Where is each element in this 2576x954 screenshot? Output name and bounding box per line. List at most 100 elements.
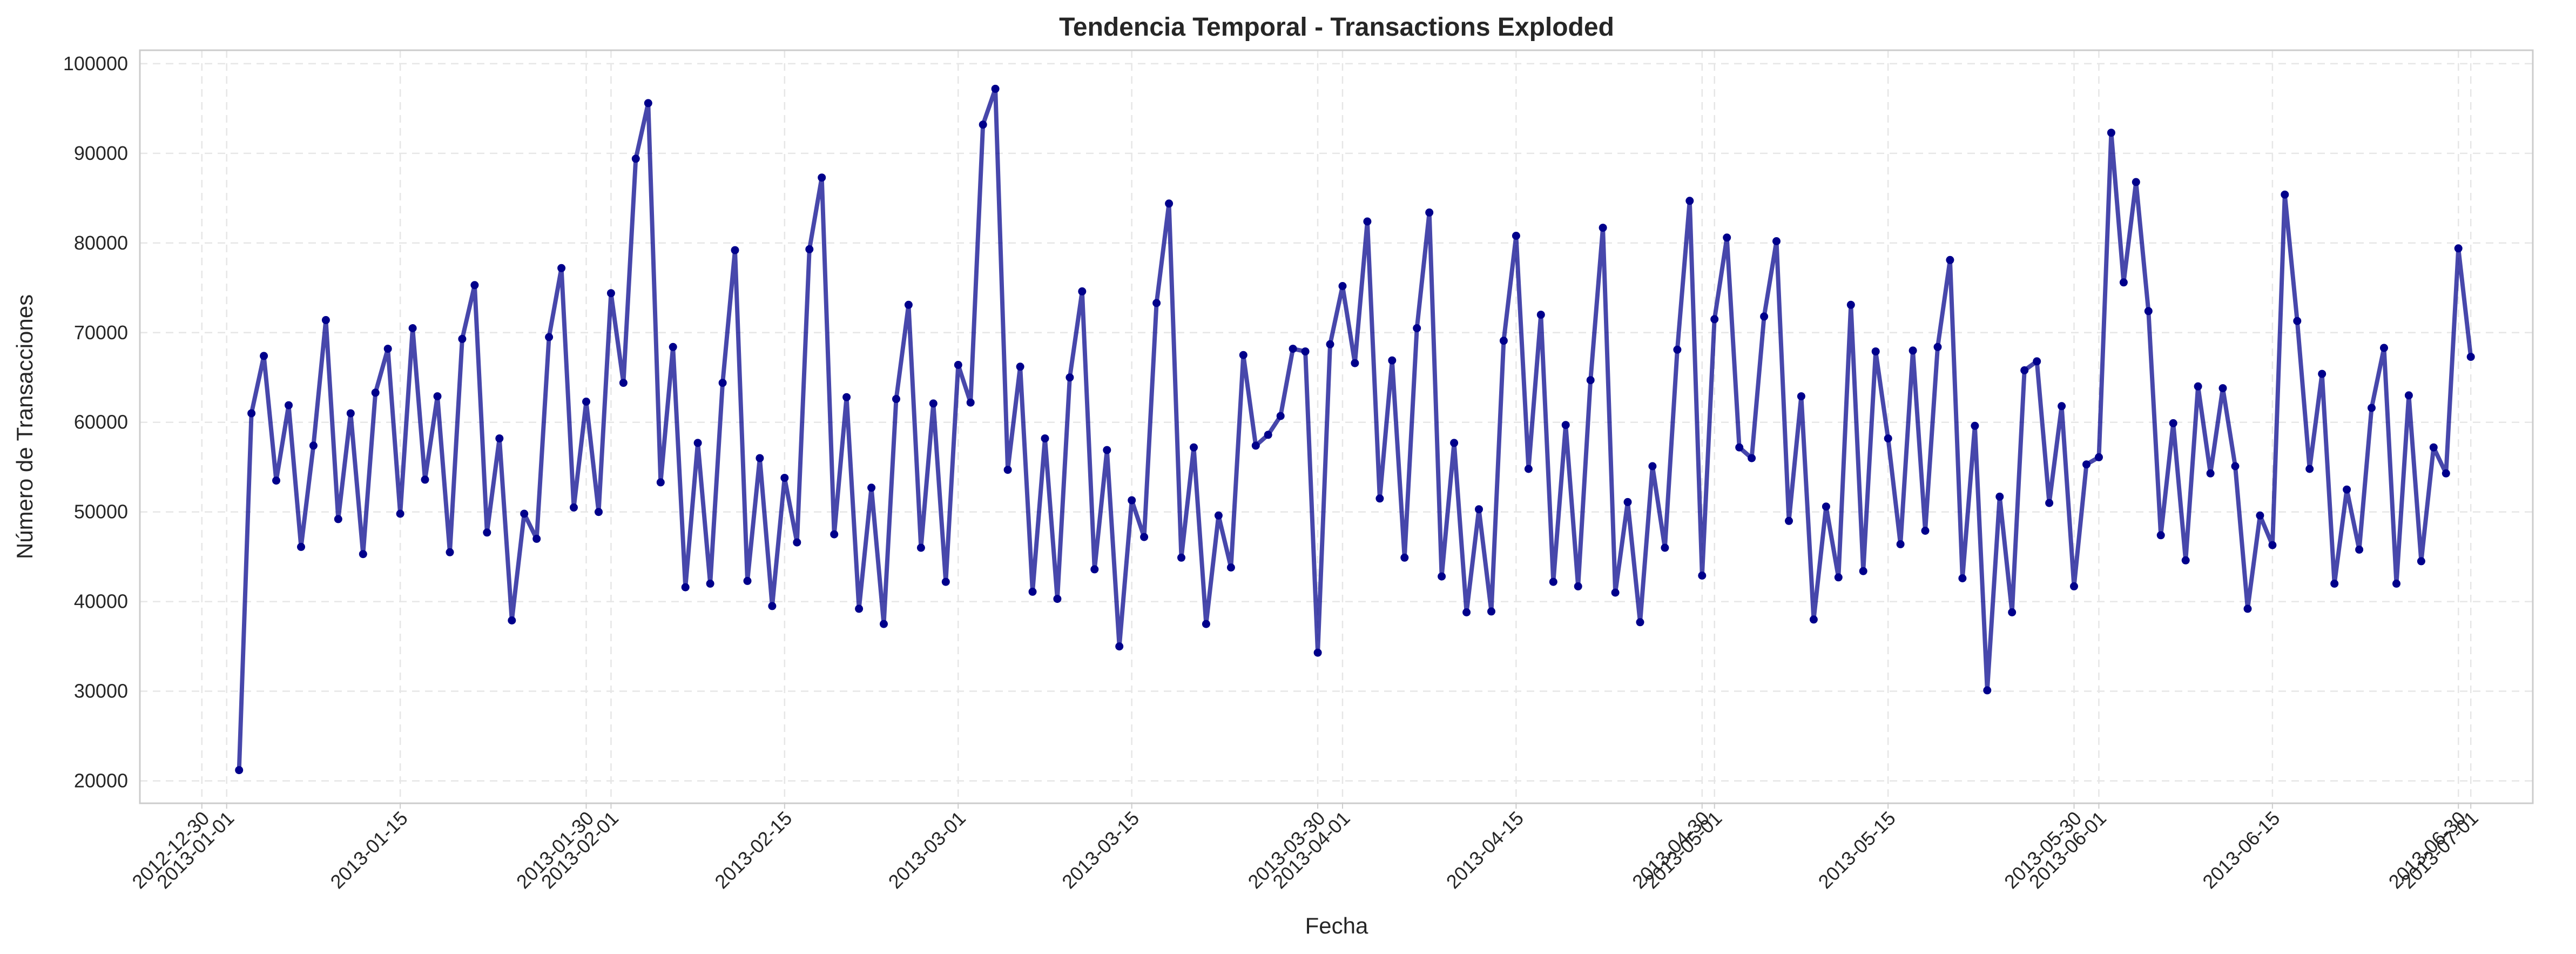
data-point bbox=[1871, 347, 1880, 356]
data-point bbox=[793, 538, 801, 547]
data-point bbox=[483, 528, 491, 537]
data-point bbox=[2082, 460, 2091, 469]
data-point bbox=[904, 300, 913, 309]
data-point bbox=[1723, 233, 1731, 242]
data-point bbox=[1152, 299, 1161, 307]
x-tick-label: 2013-06-15 bbox=[2198, 807, 2284, 893]
data-point bbox=[1413, 324, 1421, 332]
data-point bbox=[941, 577, 950, 586]
data-point bbox=[2070, 582, 2078, 590]
data-point bbox=[2218, 384, 2227, 393]
data-point bbox=[1561, 421, 1570, 429]
data-point bbox=[1090, 565, 1099, 574]
data-point bbox=[272, 476, 280, 485]
data-point bbox=[991, 84, 1000, 93]
data-point bbox=[421, 475, 429, 484]
data-point bbox=[2020, 366, 2029, 374]
data-point bbox=[1846, 300, 1855, 309]
data-point bbox=[1487, 607, 1495, 616]
data-point bbox=[780, 474, 789, 482]
data-point bbox=[644, 99, 652, 108]
data-point bbox=[2169, 419, 2177, 427]
data-point bbox=[880, 620, 888, 628]
data-point bbox=[2318, 369, 2327, 378]
data-point bbox=[1475, 505, 1483, 514]
data-point bbox=[1375, 494, 1384, 503]
y-tick-label: 100000 bbox=[63, 52, 128, 75]
data-point bbox=[1177, 553, 1185, 562]
data-point bbox=[1115, 642, 1124, 651]
data-point bbox=[2132, 178, 2140, 186]
data-point bbox=[1016, 362, 1024, 371]
data-point bbox=[2355, 545, 2364, 554]
data-point bbox=[1028, 587, 1037, 596]
y-tick-label: 70000 bbox=[74, 321, 128, 344]
y-tick-label: 80000 bbox=[74, 232, 128, 254]
data-point bbox=[979, 120, 987, 129]
data-point bbox=[1351, 359, 1359, 367]
data-point bbox=[693, 439, 702, 447]
data-point bbox=[2392, 579, 2400, 588]
data-point bbox=[2293, 317, 2302, 325]
data-point bbox=[1748, 454, 1756, 462]
data-point bbox=[1859, 567, 1867, 575]
data-point bbox=[1264, 431, 1272, 439]
data-point bbox=[1574, 582, 1582, 590]
data-point bbox=[1462, 608, 1471, 616]
data-point bbox=[2305, 465, 2314, 473]
data-point bbox=[2231, 462, 2240, 471]
data-point bbox=[954, 361, 962, 369]
data-point bbox=[470, 281, 479, 290]
data-point bbox=[383, 345, 392, 353]
data-point bbox=[2156, 531, 2165, 540]
data-point bbox=[2206, 469, 2215, 478]
data-point bbox=[1710, 315, 1719, 324]
data-point bbox=[2107, 129, 2115, 137]
data-point bbox=[1512, 232, 1520, 240]
data-point bbox=[1822, 502, 1830, 511]
data-point bbox=[1239, 351, 1247, 359]
data-point bbox=[818, 173, 826, 182]
data-point bbox=[1698, 572, 1707, 580]
data-point bbox=[1326, 340, 1334, 348]
data-point bbox=[1661, 543, 1669, 552]
data-point bbox=[458, 334, 467, 343]
data-point bbox=[2404, 391, 2413, 400]
data-point bbox=[842, 393, 851, 401]
grid-layer bbox=[140, 50, 2533, 803]
data-point bbox=[2380, 344, 2388, 352]
y-axis-label: Número de Transacciones bbox=[12, 294, 37, 559]
data-point bbox=[446, 548, 454, 556]
x-tick-label: 2013-05-01 bbox=[1640, 807, 1726, 893]
data-point bbox=[1599, 224, 1607, 232]
data-point bbox=[768, 602, 777, 610]
data-point bbox=[731, 246, 739, 254]
data-point bbox=[756, 454, 764, 462]
data-point bbox=[1289, 345, 1297, 353]
data-point bbox=[1003, 466, 1012, 474]
data-point bbox=[2466, 353, 2475, 361]
plot-frame bbox=[139, 49, 2534, 804]
data-point bbox=[346, 409, 355, 418]
data-point bbox=[2343, 485, 2351, 494]
data-point bbox=[1809, 615, 1818, 624]
data-point bbox=[570, 503, 578, 512]
data-point bbox=[1586, 376, 1595, 385]
y-tick-label: 30000 bbox=[74, 680, 128, 702]
data-point bbox=[2429, 443, 2438, 452]
data-point bbox=[2095, 453, 2103, 461]
data-point bbox=[669, 342, 677, 351]
data-point bbox=[1276, 412, 1285, 420]
data-point bbox=[966, 398, 975, 407]
data-point bbox=[508, 616, 516, 624]
series-line bbox=[237, 86, 2473, 772]
data-point bbox=[1053, 595, 1062, 603]
data-point bbox=[2417, 557, 2425, 566]
x-tick-label: 2013-07-01 bbox=[2397, 807, 2483, 893]
x-tick-label: 2013-05-15 bbox=[1814, 807, 1900, 893]
data-point bbox=[1921, 527, 1930, 535]
data-point bbox=[260, 352, 268, 360]
data-point bbox=[247, 409, 256, 418]
y-tick-label: 40000 bbox=[74, 590, 128, 613]
data-point bbox=[2119, 278, 2128, 287]
